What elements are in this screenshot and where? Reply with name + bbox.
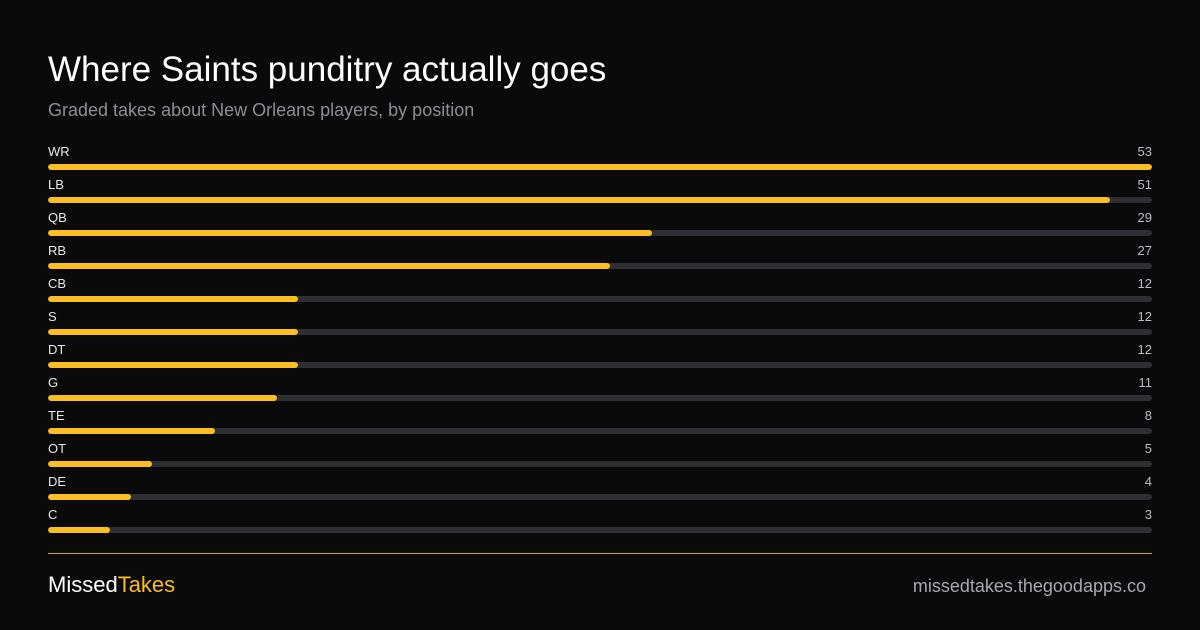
bar-track [48,230,1152,236]
chart-subtitle: Graded takes about New Orleans players, … [48,100,475,120]
bar-row: S 12 [48,307,1152,340]
bar-fill [48,461,153,467]
value-label: 12 [1137,342,1152,357]
bar-track [48,461,1152,467]
category-label: G [48,375,59,390]
bar-fill [48,527,111,533]
category-label: S [48,309,57,324]
value-label: 8 [1144,408,1152,423]
category-label: LB [48,177,64,192]
value-label: 11 [1138,375,1153,390]
value-label: 12 [1137,276,1152,291]
bar-track [48,197,1152,203]
category-label: OT [48,441,67,456]
bar-fill [48,428,215,434]
bar-track [48,329,1152,335]
bar-track [48,527,1152,533]
value-label: 4 [1144,474,1152,489]
bar-chart: WR 53 LB 51 QB 29 RB 27 CB 12 S 12 DT 12 G 11 TE 8 OT 5 DE 4 C… [48,142,1152,538]
brand-name-part1: Missed [48,572,118,597]
category-label: RB [48,243,67,258]
bar-fill [48,494,132,500]
value-label: 5 [1144,441,1152,456]
bar-row: CB 12 [48,274,1152,307]
bar-fill [48,230,653,236]
category-label: DT [48,342,66,357]
chart-title: Where Saints punditry actually goes [48,50,607,89]
bar-fill [48,197,1111,203]
bar-track [48,263,1152,269]
bar-row: RB 27 [48,241,1152,274]
bar-row: WR 53 [48,142,1152,175]
value-label: 29 [1137,210,1152,225]
category-label: TE [48,408,65,423]
footer-divider [48,553,1152,554]
bar-fill [48,362,298,368]
bar-row: DE 4 [48,472,1152,505]
bar-row: OT 5 [48,439,1152,472]
site-url: missedtakes.thegoodapps.co [912,576,1146,596]
bar-fill [48,164,1152,170]
value-label: 12 [1137,309,1152,324]
bar-track [48,164,1152,170]
bar-track [48,428,1152,434]
brand-logo: MissedTakes [48,572,175,598]
bar-row: QB 29 [48,208,1152,241]
value-label: 3 [1144,507,1152,522]
category-label: WR [48,144,70,159]
bar-track [48,362,1152,368]
bar-fill [48,329,298,335]
bar-fill [48,296,298,302]
bar-row: G 11 [48,373,1152,406]
bar-row: TE 8 [48,406,1152,439]
value-label: 51 [1137,177,1152,192]
bar-track [48,395,1152,401]
bar-track [48,296,1152,302]
category-label: DE [48,474,67,489]
bar-track [48,494,1152,500]
value-label: 53 [1137,144,1152,159]
category-label: QB [48,210,67,225]
bar-fill [48,395,278,401]
category-label: CB [48,276,67,291]
brand-name-part2: Takes [117,572,176,597]
bar-row: DT 12 [48,340,1152,373]
category-label: C [48,507,58,522]
value-label: 27 [1137,243,1152,258]
bar-row: LB 51 [48,175,1152,208]
bar-fill [48,263,611,269]
